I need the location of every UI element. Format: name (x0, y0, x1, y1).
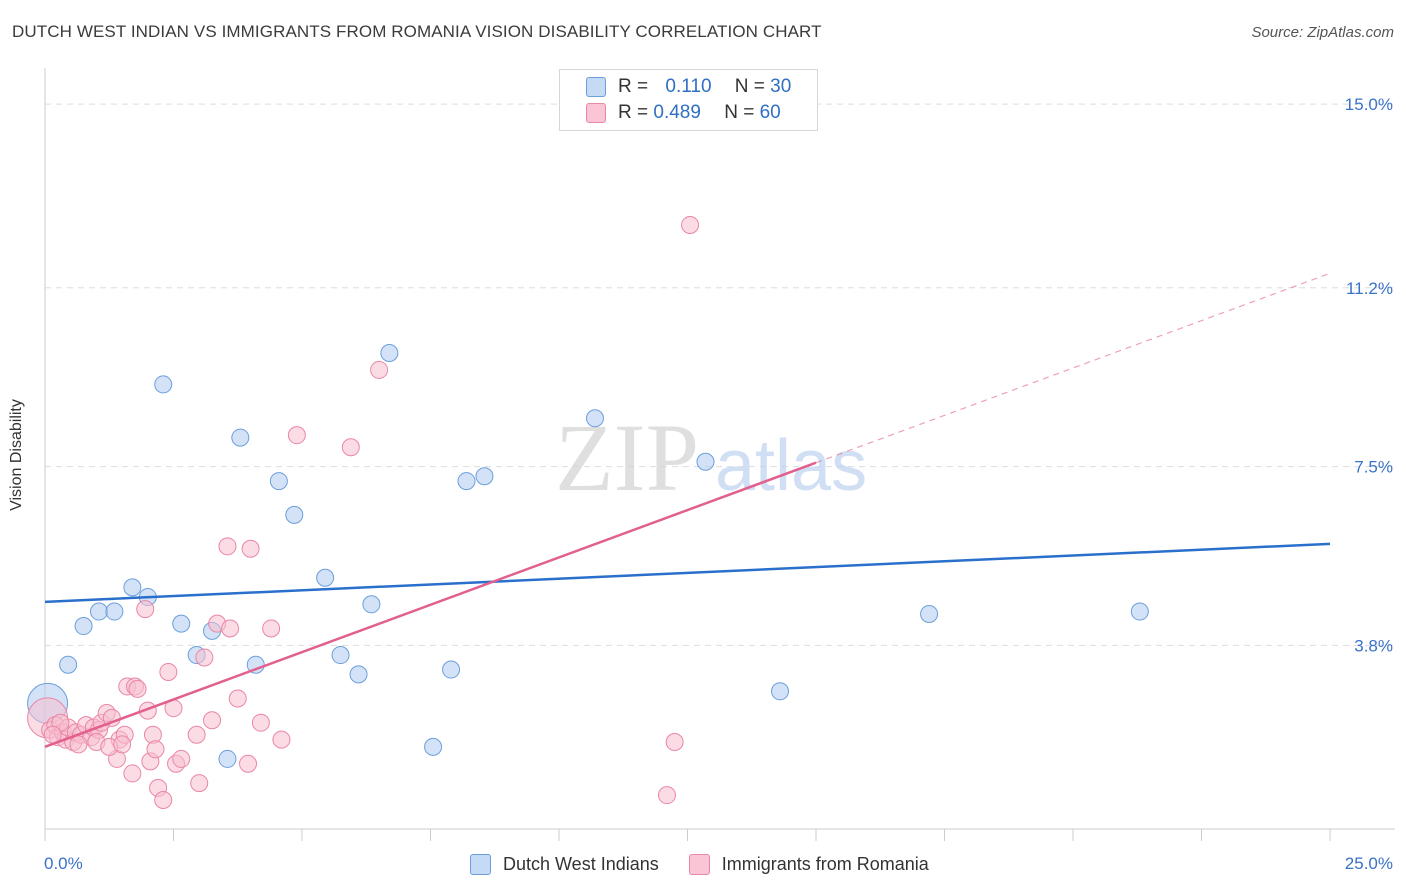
zipatlas-watermark: ZIP atlas (555, 404, 867, 511)
data-point (190, 774, 209, 793)
data-point (123, 764, 142, 783)
data-point (231, 428, 250, 447)
data-point (187, 725, 206, 744)
data-point (203, 711, 222, 730)
source-label: Source: ZipAtlas.com (1251, 24, 1394, 41)
data-point (920, 604, 939, 623)
watermark-zip: ZIP (555, 404, 699, 511)
legend-label: Immigrants from Romania (721, 853, 929, 874)
data-point (380, 344, 399, 363)
data-point (146, 740, 165, 759)
data-point (341, 438, 360, 457)
trend-line-extension (815, 272, 1331, 464)
data-point (657, 786, 676, 805)
series-legend: Dutch West Indians Immigrants from Roman… (470, 852, 959, 876)
data-point (442, 660, 461, 679)
legend-swatch-blue (470, 853, 491, 875)
data-point (331, 646, 350, 665)
legend-r-value: 0.489 (653, 102, 701, 123)
legend-swatch-blue (586, 77, 606, 97)
data-point (362, 595, 381, 614)
legend-r-value: 0.110 (665, 76, 712, 97)
data-point (228, 689, 247, 708)
data-point (316, 568, 335, 587)
data-point (59, 655, 78, 674)
data-point (585, 409, 604, 428)
data-point (424, 737, 443, 756)
data-point (69, 735, 88, 754)
legend-n-value: 60 (759, 102, 781, 123)
data-point (159, 662, 178, 681)
data-point (457, 472, 476, 491)
data-point (349, 665, 368, 684)
gridlines (45, 103, 1395, 646)
chart-title: DUTCH WEST INDIAN VS IMMIGRANTS FROM ROM… (12, 22, 822, 41)
data-point (251, 713, 270, 732)
legend-item-immigrants-from-romania: Immigrants from Romania (688, 853, 929, 875)
legend-n-label: N = (724, 102, 760, 123)
series-immigrants-from-romania (27, 215, 700, 810)
data-point (239, 754, 258, 773)
x-tick-label: 25.0% (1345, 854, 1393, 873)
data-point (89, 602, 108, 621)
data-point (771, 682, 790, 701)
legend-swatch-pink (688, 853, 710, 875)
data-point (285, 505, 304, 524)
correlation-legend: R = 0.110 N = 30 R = 0.489 N = 60 (559, 69, 818, 131)
data-point (154, 791, 173, 810)
legend-r-label: R = (618, 76, 654, 97)
data-point (123, 578, 142, 597)
trend-lines (44, 272, 1331, 749)
trend-line (44, 542, 1331, 604)
data-point (172, 749, 191, 768)
data-point (241, 539, 260, 558)
y-tick-label: 7.5% (1354, 458, 1393, 477)
data-point (272, 730, 291, 749)
x-tick-label: 0.0% (44, 854, 83, 873)
data-point (195, 648, 214, 667)
data-point (218, 537, 237, 556)
legend-label: Dutch West Indians (503, 853, 659, 874)
legend-item-dutch-west-indians: Dutch West Indians (470, 853, 659, 875)
legend-swatch-pink (586, 103, 606, 123)
data-point (1130, 602, 1149, 621)
data-point (681, 215, 700, 234)
data-point (128, 679, 147, 698)
data-point (221, 619, 240, 638)
data-point (696, 452, 715, 471)
watermark-atlas: atlas (715, 426, 867, 506)
legend-n-label: N = (734, 76, 771, 97)
data-point (154, 375, 173, 394)
data-point (218, 749, 237, 768)
data-point (136, 600, 155, 619)
data-point (269, 472, 288, 491)
data-point (665, 733, 684, 752)
data-point (475, 467, 494, 486)
tick-labels: 3.8% 7.5% 11.2% 15.0% 0.0% 25.0% (44, 95, 1393, 873)
data-point (172, 614, 191, 633)
data-point (113, 735, 132, 754)
data-point (287, 426, 306, 445)
y-tick-label: 11.2% (1346, 279, 1393, 298)
legend-n-value: 30 (770, 76, 792, 97)
data-point (105, 602, 124, 621)
data-point (262, 619, 281, 638)
y-tick-label: 15.0% (1345, 95, 1393, 114)
y-tick-label: 3.8% (1354, 636, 1393, 655)
data-point (74, 617, 93, 636)
trend-line (44, 461, 817, 749)
legend-r-label: R = (618, 102, 654, 123)
data-point (370, 360, 389, 379)
